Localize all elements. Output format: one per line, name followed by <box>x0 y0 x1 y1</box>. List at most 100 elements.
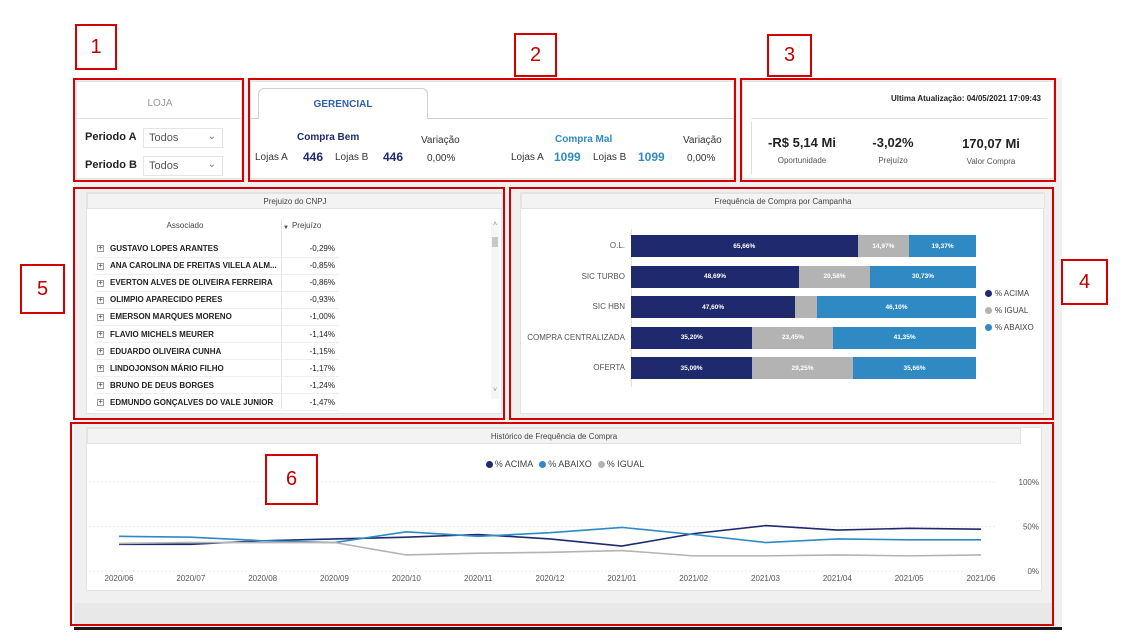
prejuizo-cell: -1,14% <box>281 325 339 344</box>
x-tick-label: 2021/02 <box>679 574 708 583</box>
bar-category-label: OFERTA <box>593 363 625 372</box>
legend-label: % IGUAL <box>606 459 645 469</box>
expand-plus-icon[interactable]: + <box>97 245 104 253</box>
annotation-box-3 <box>740 78 1056 182</box>
series-line-igual[interactable] <box>118 541 982 557</box>
compra-bem-lojas-a-label: Lojas A <box>255 152 288 163</box>
bar-segment[interactable]: 41,35% <box>833 326 976 349</box>
periodo-a-dropdown[interactable]: Todos ⌄ <box>143 128 223 148</box>
associado-cell: + OLIMPIO APARECIDO PERES <box>95 291 281 309</box>
bar-segment[interactable]: 29,25% <box>752 357 853 379</box>
chevron-down-icon: ⌄ <box>207 159 216 170</box>
bar-data-label: 65,66% <box>733 242 756 250</box>
associado-name: ANA CAROLINA DE FREITAS VILELA ALM... <box>110 261 277 271</box>
legend-item[interactable]: % IGUAL <box>597 459 645 469</box>
prejuizo-cell: -1,17% <box>281 359 339 378</box>
associado-cell: + EDMUNDO GONÇALVES DO VALE JUNIOR <box>95 393 281 412</box>
table-row[interactable]: + BRUNO DE DEUS BORGES -1,24% <box>95 376 339 395</box>
x-tick-label: 2021/01 <box>607 574 636 583</box>
kpi-panel: Ultima Atualização: 04/05/2021 17:09:43 … <box>742 81 1054 179</box>
bar-category-label: O.L. <box>609 241 625 250</box>
table-row[interactable]: + EDUARDO OLIVEIRA CUNHA -1,15% <box>95 342 339 361</box>
x-tick-label: 2020/06 <box>105 574 134 583</box>
bar-segment[interactable] <box>795 296 817 318</box>
expand-plus-icon[interactable]: + <box>97 365 104 373</box>
annotation-label-5: 5 <box>20 264 65 314</box>
compra-mal-title: Compra Mal <box>555 134 613 145</box>
x-tick-label: 2020/12 <box>536 574 565 583</box>
bar-segment[interactable]: 23,45% <box>752 326 834 349</box>
expand-plus-icon[interactable]: + <box>97 296 104 304</box>
legend-item[interactable]: % ACIMA <box>985 289 1029 298</box>
periodo-b-dropdown[interactable]: Todos ⌄ <box>143 156 223 176</box>
bar-segment[interactable]: 20,58% <box>798 265 870 288</box>
table-row[interactable]: + GUSTAVO LOPES ARANTES -0,29% <box>95 240 339 258</box>
bar-segment[interactable]: 19,37% <box>909 235 976 257</box>
expand-plus-icon[interactable]: + <box>97 330 104 338</box>
scroll-down-icon[interactable]: ˅ <box>492 387 498 394</box>
divider <box>77 118 243 119</box>
scroll-thumb[interactable] <box>492 237 498 247</box>
expand-plus-icon[interactable]: + <box>97 313 104 321</box>
compra-bem-lojas-b-value: 446 <box>383 150 404 164</box>
table-row[interactable]: + ANA CAROLINA DE FREITAS VILELA ALM... -0… <box>95 257 339 275</box>
table-row[interactable]: + EMERSON MARQUES MORENO -1,00% <box>95 308 339 326</box>
y-tick-label: 50% <box>1023 523 1039 532</box>
table-row[interactable]: + EVERTON ALVES DE OLIVEIRA FERREIRA -0,86… <box>95 274 339 292</box>
bar-segment[interactable]: 65,66% <box>631 235 858 257</box>
expand-plus-icon[interactable]: + <box>97 382 104 390</box>
legend-item[interactable]: % ABAIXO <box>539 459 592 469</box>
expand-plus-icon[interactable]: + <box>97 279 104 287</box>
expand-plus-icon[interactable]: + <box>97 262 104 270</box>
series-line-abaixo[interactable] <box>118 526 981 544</box>
col-associado[interactable]: Associado <box>166 221 204 230</box>
bar-segment[interactable]: 35,66% <box>852 357 976 379</box>
historico-chart-plot: 100% 50% 0% 2020/06 2020/07 2020/08 2020/09 202… <box>89 478 1039 583</box>
x-tick-label: 2020/10 <box>392 574 421 583</box>
annotation-box-1 <box>73 78 244 182</box>
legend-label: % ACIMA <box>494 459 534 469</box>
bar-segment[interactable]: 30,73% <box>869 265 976 288</box>
compra-mal-lojas-a-value: 1099 <box>554 150 581 164</box>
legend-item[interactable]: % ACIMA <box>485 459 534 469</box>
y-tick-label: 0% <box>1027 567 1039 576</box>
table-body: + GUSTAVO LOPES ARANTES -0,29% + ANA CAROLIN… <box>95 240 339 412</box>
legend-dot-icon <box>485 460 493 468</box>
legend-item[interactable]: % ABAIXO <box>985 323 1034 332</box>
annotation-label-1: 1 <box>75 24 117 70</box>
legend-item[interactable]: % IGUAL <box>985 306 1028 315</box>
tab-gerencial[interactable]: GERENCIAL <box>258 88 428 119</box>
associado-name: GUSTAVO LOPES ARANTES <box>110 243 219 253</box>
bar-data-label: 47,60% <box>702 303 725 311</box>
historico-chart-panel: Histórico de Frequência de Compra % ACIM… <box>86 427 1042 591</box>
col-prejuizo[interactable]: ▼ Prejuízo <box>283 221 321 231</box>
table-row[interactable]: + LINDOJONSON MÁRIO FILHO -1,17% <box>95 359 339 378</box>
expand-plus-icon[interactable]: + <box>97 399 104 407</box>
bar-data-label: 23,45% <box>781 334 804 341</box>
prejuizo-cell: -1,15% <box>281 342 339 361</box>
bar-segment[interactable]: 35,09% <box>631 357 753 379</box>
table-row[interactable]: + EDMUNDO GONÇALVES DO VALE JUNIOR -1,47% <box>95 393 339 412</box>
bar-segment[interactable]: 46,10% <box>816 296 976 318</box>
compra-mal-variacao-value: 0,00% <box>687 153 716 164</box>
prejuizo-cell: -1,00% <box>281 308 339 326</box>
table-scrollbar[interactable]: ˄ ˅ <box>491 221 499 399</box>
bar-segment[interactable]: 35,20% <box>631 326 753 349</box>
expand-plus-icon[interactable]: + <box>97 348 104 355</box>
report-bottom-bar <box>74 627 1062 630</box>
bar-data-label: 19,37% <box>931 242 954 250</box>
bar-segment[interactable]: 14,97% <box>857 235 910 257</box>
associado-cell: + LINDOJONSON MÁRIO FILHO <box>95 359 281 378</box>
table-row[interactable]: + OLIMPIO APARECIDO PERES -0,93% <box>95 291 339 309</box>
associado-cell: + FLAVIO MICHELS MEURER <box>95 325 281 344</box>
compra-mal-lojas-b-value: 1099 <box>638 150 665 164</box>
compra-bem-lojas-b-label: Lojas B <box>335 152 369 163</box>
x-tick-label: 2021/06 <box>967 574 996 583</box>
tab-loja[interactable]: LOJA <box>147 98 173 109</box>
scroll-up-icon[interactable]: ˄ <box>492 221 498 228</box>
table-row[interactable]: + FLAVIO MICHELS MEURER -1,14% <box>95 325 339 344</box>
bar-category-label: SIC HBN <box>592 302 625 311</box>
bar-segment[interactable]: 48,69% <box>631 265 799 288</box>
bar-segment[interactable]: 47,60% <box>631 296 796 318</box>
bar-data-label: 20,58% <box>823 273 846 280</box>
